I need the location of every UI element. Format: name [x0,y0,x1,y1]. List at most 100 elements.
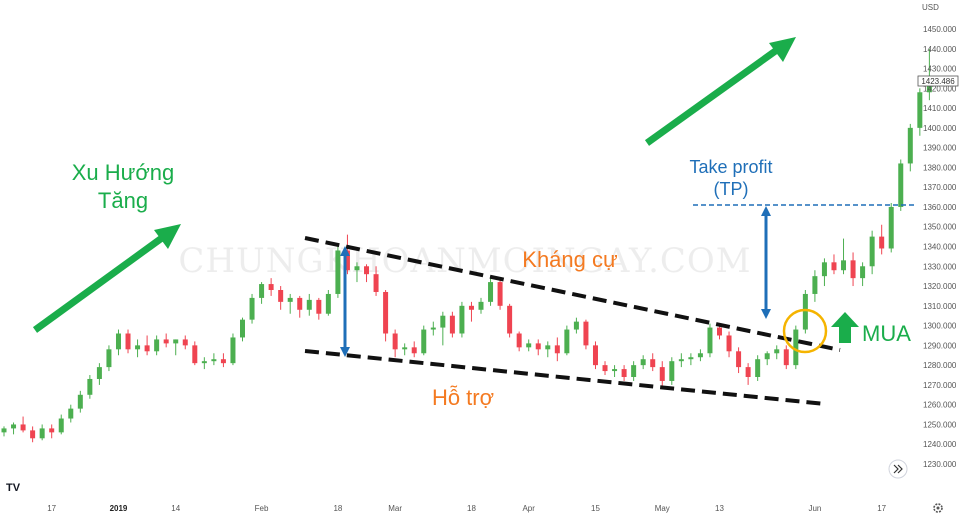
candle [583,319,589,350]
uptrend-label-line2: Tăng [98,188,148,213]
candle [612,365,618,377]
candle [30,426,36,443]
breakout-circle [782,308,828,354]
candle [230,333,236,366]
candle [268,278,274,296]
candle [11,422,17,435]
candle-body [154,339,160,352]
candle-body [287,297,293,302]
candle [154,335,160,356]
buy-label: MUA [862,321,911,346]
y-tick-label: 1280.000 [923,361,957,370]
settings-button[interactable] [933,503,943,513]
candle [631,361,637,381]
candle-body [736,351,742,368]
double-chevron-right-icon [893,464,903,474]
y-tick-label: 1430.000 [923,65,957,74]
x-tick-label: 17 [47,504,56,513]
x-tick-label: 15 [591,504,600,513]
candle-body [717,327,722,336]
candle-body [573,321,579,330]
candle-body [869,236,875,267]
candle-body [335,250,341,294]
candle [335,246,341,298]
candle-body [325,293,331,314]
candle-body [488,282,494,302]
candle [507,303,513,338]
candle [373,266,379,296]
candle-body [316,299,322,314]
candle-body [764,353,770,360]
candle-body [917,92,923,128]
candle [249,293,255,324]
candle-body [926,81,932,93]
candle-body [240,319,245,338]
candles-group [1,48,932,443]
candle [459,301,465,338]
candle [888,203,894,253]
candle-body [96,367,102,379]
x-tick-label: 2019 [110,504,128,513]
x-axis: 17 2019 14 Feb 18 Mar 18 Apr 15 May 13 Jun 17 [47,504,886,513]
candle [306,293,312,316]
candle-body [793,329,799,366]
x-tick-label: Jun [808,504,821,513]
candle [497,280,503,310]
candle-body [440,315,446,328]
candle [297,295,303,318]
candle-body [821,262,827,277]
candle [869,230,875,275]
resistance-line [304,236,841,352]
candle-body [726,335,732,352]
candle [783,345,789,370]
x-tick-label: Mar [388,504,402,513]
candle-body [87,378,93,395]
candle-body [860,266,866,279]
uptrend-arrow-left [32,224,181,333]
candle-body [850,260,856,279]
candle [812,270,818,302]
candle [106,345,112,372]
candle-body [173,339,179,344]
candle-body [402,347,408,350]
candle-body [125,333,131,350]
candle-body [249,297,255,320]
candle [211,353,217,366]
candle [669,357,675,385]
y-tick-label: 1300.000 [923,322,957,331]
candle [173,339,179,356]
candle [898,159,904,211]
candle-body [659,367,665,381]
x-tick-label: 17 [877,504,886,513]
candle [755,355,761,381]
candle-body [697,353,703,358]
candle [516,331,522,352]
candle [554,337,560,362]
candle-body [688,357,694,360]
goto-realtime-button[interactable] [888,459,908,479]
annotations: Xu Hướng Tăng Kháng cự Hỗ trợ Take profi… [32,37,914,410]
candle-body [421,329,427,354]
candle [564,325,570,356]
candle [392,329,398,358]
y-tick-label: 1310.000 [923,302,957,311]
candle [240,317,245,342]
candle-body [564,329,570,354]
candle-body [507,305,513,334]
take-profit-label-line1: Take profit [689,157,772,177]
candle-body [535,343,541,350]
candle [39,424,45,441]
candle [278,286,284,310]
candle [201,357,207,370]
x-tick-label: 13 [715,504,724,513]
candle [135,339,141,358]
support-label: Hỗ trợ [432,385,494,410]
candle [354,262,360,283]
candle-body [20,424,26,431]
candle-body [583,321,589,346]
candle [592,341,598,370]
candle [383,290,389,342]
candle [316,297,322,320]
candle-body [211,359,217,362]
candle-body [802,293,808,330]
